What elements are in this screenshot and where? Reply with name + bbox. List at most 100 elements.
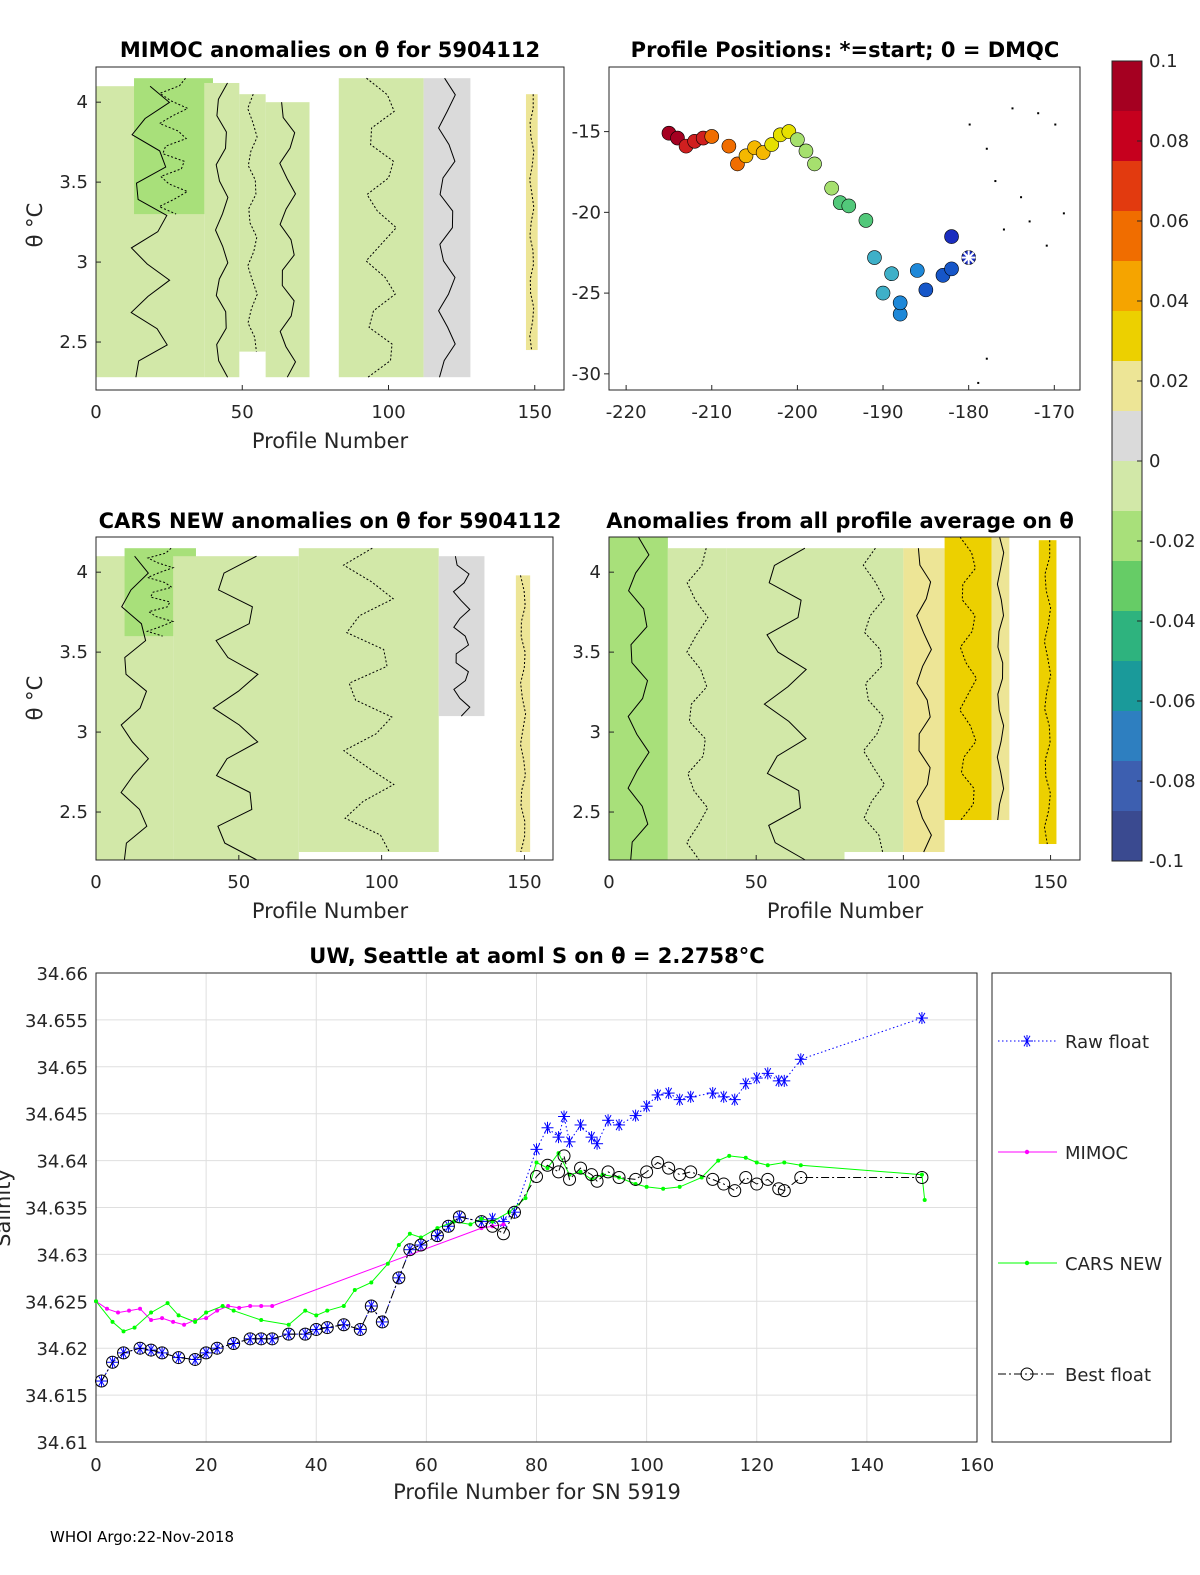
allavg-cell bbox=[991, 537, 1010, 821]
best-float-point bbox=[794, 1170, 808, 1184]
series-point-1 bbox=[259, 1303, 264, 1308]
land-dot bbox=[1020, 196, 1023, 199]
series-point-2 bbox=[303, 1308, 308, 1313]
best-float-point bbox=[590, 1174, 604, 1188]
salinity-xtick-label: 20 bbox=[195, 1455, 218, 1476]
colorbar-tick-label: 0.04 bbox=[1149, 291, 1189, 312]
colorbar-swatch bbox=[1112, 511, 1142, 562]
salinity-title: UW, Seattle at aoml S on θ = 2.2758°C bbox=[309, 944, 764, 968]
best-float-point bbox=[750, 1177, 764, 1191]
mimoc-contour bbox=[529, 94, 535, 351]
colorbar-tick-label: -0.1 bbox=[1149, 851, 1184, 872]
colorbar-tick-label: -0.06 bbox=[1149, 691, 1196, 712]
cars-panel: 0 50 100 150 4 3.5 3 2.5 bbox=[59, 536, 554, 893]
allavg-cell bbox=[726, 548, 845, 860]
series-point-1 bbox=[116, 1310, 121, 1315]
land-dot bbox=[1037, 112, 1040, 115]
mimoc-xtick-label: 100 bbox=[371, 402, 405, 423]
mimoc-contour bbox=[438, 77, 456, 378]
series-point-1 bbox=[248, 1303, 253, 1308]
cars-xtick-label: 100 bbox=[364, 872, 398, 893]
series-point-2 bbox=[661, 1186, 666, 1191]
salinity-ytick-label: 34.625 bbox=[25, 1292, 88, 1313]
salinity-frame bbox=[95, 972, 978, 1443]
best-float-point bbox=[243, 1332, 257, 1346]
positions-ytick-label: -25 bbox=[572, 283, 601, 304]
colorbar-tick-label: 0 bbox=[1149, 451, 1160, 472]
colorbar-swatch bbox=[1112, 261, 1142, 312]
salinity-ytick-label: 34.63 bbox=[36, 1245, 88, 1266]
series-point-2 bbox=[341, 1303, 346, 1308]
salinity-xtick-label: 80 bbox=[525, 1455, 548, 1476]
allavg-xtick-label: 100 bbox=[886, 872, 920, 893]
series-point-1 bbox=[226, 1303, 231, 1308]
mimoc-cell bbox=[265, 102, 310, 378]
position-point bbox=[944, 261, 959, 277]
start-marker bbox=[963, 251, 975, 264]
best-float-point bbox=[651, 1155, 665, 1169]
best-float-point bbox=[320, 1321, 334, 1335]
allavg-ytick-label: 3.5 bbox=[572, 642, 601, 663]
allavg-cell bbox=[667, 548, 727, 860]
positions-xtick-label: -180 bbox=[948, 402, 989, 423]
best-float-point bbox=[254, 1332, 268, 1346]
best-float-point bbox=[133, 1341, 147, 1355]
mimoc-contour bbox=[279, 102, 297, 378]
salinity-panel: 0 20 40 60 80 100 120 140 160 34.66 34.655 34.65 34.… bbox=[25, 964, 1172, 1476]
series-point-1 bbox=[105, 1306, 110, 1311]
position-point bbox=[909, 263, 925, 278]
series-point-2 bbox=[716, 1158, 721, 1163]
salinity-xtick-label: 0 bbox=[90, 1455, 101, 1476]
colorbar-swatch bbox=[1112, 311, 1142, 362]
best-float-point bbox=[496, 1227, 510, 1241]
series-point-2 bbox=[798, 1163, 803, 1168]
allavg-contour bbox=[627, 536, 650, 861]
best-float-point bbox=[155, 1346, 169, 1360]
positions-ytick-label: -20 bbox=[572, 202, 601, 223]
series-point-2 bbox=[352, 1288, 357, 1293]
position-point bbox=[841, 198, 857, 214]
best-float-point bbox=[337, 1318, 351, 1332]
series-point-2 bbox=[523, 1196, 528, 1201]
cars-frame bbox=[95, 536, 554, 861]
best-float-point bbox=[557, 1149, 571, 1163]
colorbar-swatch bbox=[1112, 711, 1142, 762]
cars-ylabel: θ °C bbox=[23, 676, 47, 721]
cars-xlabel: Profile Number bbox=[252, 899, 409, 923]
colorbar-tick-label: 0.1 bbox=[1149, 51, 1178, 72]
best-float-point bbox=[117, 1346, 131, 1360]
best-float-point bbox=[662, 1161, 676, 1175]
positions-xtick-label: -220 bbox=[606, 402, 647, 423]
best-float-point bbox=[612, 1170, 626, 1184]
series-point-2 bbox=[644, 1184, 649, 1189]
series-point-2 bbox=[919, 1172, 924, 1177]
best-float-point bbox=[188, 1352, 202, 1366]
best-float-point bbox=[684, 1165, 698, 1179]
salinity-ytick-label: 34.62 bbox=[36, 1339, 88, 1360]
series-point-2 bbox=[286, 1322, 291, 1327]
best-float-point bbox=[530, 1170, 543, 1184]
land-dot bbox=[1054, 123, 1057, 126]
series-point-2 bbox=[578, 1169, 583, 1174]
position-point bbox=[944, 229, 959, 244]
series-point-2 bbox=[545, 1166, 550, 1171]
legend-box bbox=[991, 972, 1172, 1443]
position-point bbox=[892, 295, 908, 311]
mimoc-cell bbox=[204, 82, 240, 378]
salinity-ytick-label: 34.65 bbox=[36, 1058, 88, 1079]
position-point bbox=[884, 266, 899, 282]
series-point-2 bbox=[782, 1160, 787, 1165]
series-point-2 bbox=[121, 1329, 126, 1334]
salinity-ytick-label: 34.64 bbox=[36, 1152, 88, 1173]
colorbar-tick-label: 0.02 bbox=[1149, 371, 1189, 392]
best-float-point bbox=[375, 1315, 389, 1329]
best-float-point bbox=[430, 1229, 444, 1243]
allavg-ytick-label: 2.5 bbox=[572, 802, 601, 823]
best-float-point bbox=[353, 1322, 367, 1336]
series-point-2 bbox=[314, 1313, 319, 1318]
salinity-xtick-label: 40 bbox=[305, 1455, 328, 1476]
colorbar-swatch bbox=[1112, 611, 1142, 662]
best-float-point bbox=[717, 1177, 731, 1191]
series-point-1 bbox=[204, 1316, 209, 1321]
best-float-point bbox=[452, 1210, 466, 1224]
